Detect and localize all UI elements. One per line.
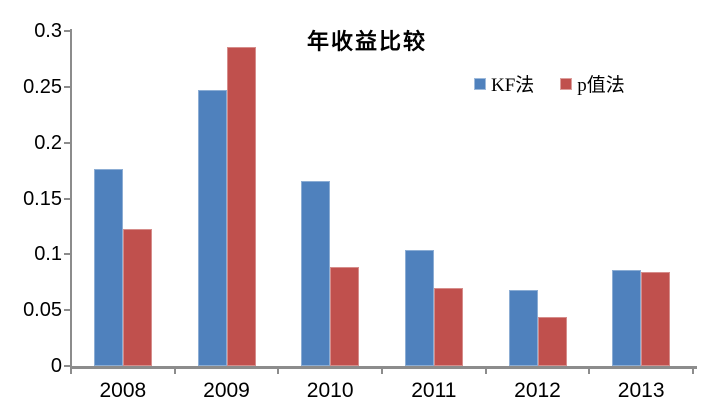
- bar-kf-2009: [197, 90, 227, 366]
- y-tick-label: 0.3: [34, 20, 62, 42]
- x-tick-label-2012: 2012: [514, 379, 561, 402]
- bar-kf-2010: [301, 180, 331, 366]
- y-tick-label: 0.15: [23, 187, 62, 210]
- x-tick-mark: [70, 366, 72, 374]
- bar-p-2009: [226, 46, 256, 366]
- bar-p-2010: [330, 266, 360, 366]
- chart-title: 年收益比较: [306, 29, 427, 54]
- y-tick-mark: [64, 85, 71, 88]
- legend-item-kf: KF法: [474, 70, 534, 97]
- x-tick-mark: [484, 366, 487, 374]
- y-tick-label: 0.25: [23, 75, 62, 98]
- bar-kf-2013: [612, 269, 642, 366]
- x-tick-mark: [277, 366, 280, 374]
- y-tick-mark: [64, 30, 71, 32]
- legend: KF法 p值法: [474, 70, 625, 97]
- bar-kf-2011: [404, 249, 434, 366]
- x-tick-label-2013: 2013: [617, 379, 665, 402]
- y-tick-mark: [64, 253, 71, 256]
- bar-p-2008: [122, 228, 152, 366]
- x-tick-mark: [588, 366, 591, 374]
- legend-label-p: p值法: [577, 75, 625, 96]
- bar-kf-2012: [508, 290, 538, 366]
- x-tick-mark: [173, 366, 176, 374]
- bar-p-2012: [537, 316, 567, 366]
- y-tick-label: 0.05: [23, 299, 62, 322]
- y-tick-mark: [64, 141, 71, 144]
- y-tick-mark: [64, 309, 71, 312]
- x-tick-label-2008: 2008: [99, 379, 147, 402]
- legend-swatch-kf-icon: [474, 77, 486, 90]
- y-axis: [70, 29, 72, 369]
- bar-p-2011: [433, 287, 463, 366]
- y-tick-label: 0.2: [34, 131, 62, 154]
- x-tick-label-2009: 2009: [203, 379, 250, 402]
- x-tick-mark: [381, 366, 383, 374]
- legend-item-p: p值法: [560, 70, 625, 97]
- y-tick-mark: [64, 365, 71, 367]
- legend-swatch-p-icon: [560, 77, 573, 90]
- bar-p-2013: [641, 272, 671, 366]
- x-tick-label-2010: 2010: [306, 379, 354, 402]
- legend-label-kf: KF法: [491, 75, 535, 96]
- x-axis: [70, 366, 697, 369]
- y-tick-label: 0.1: [34, 243, 62, 266]
- y-tick-mark: [64, 197, 71, 200]
- bar-kf-2008: [93, 169, 123, 366]
- x-tick-mark: [692, 366, 694, 374]
- y-tick-label: 0: [50, 355, 62, 377]
- x-tick-label-2011: 2011: [411, 379, 457, 402]
